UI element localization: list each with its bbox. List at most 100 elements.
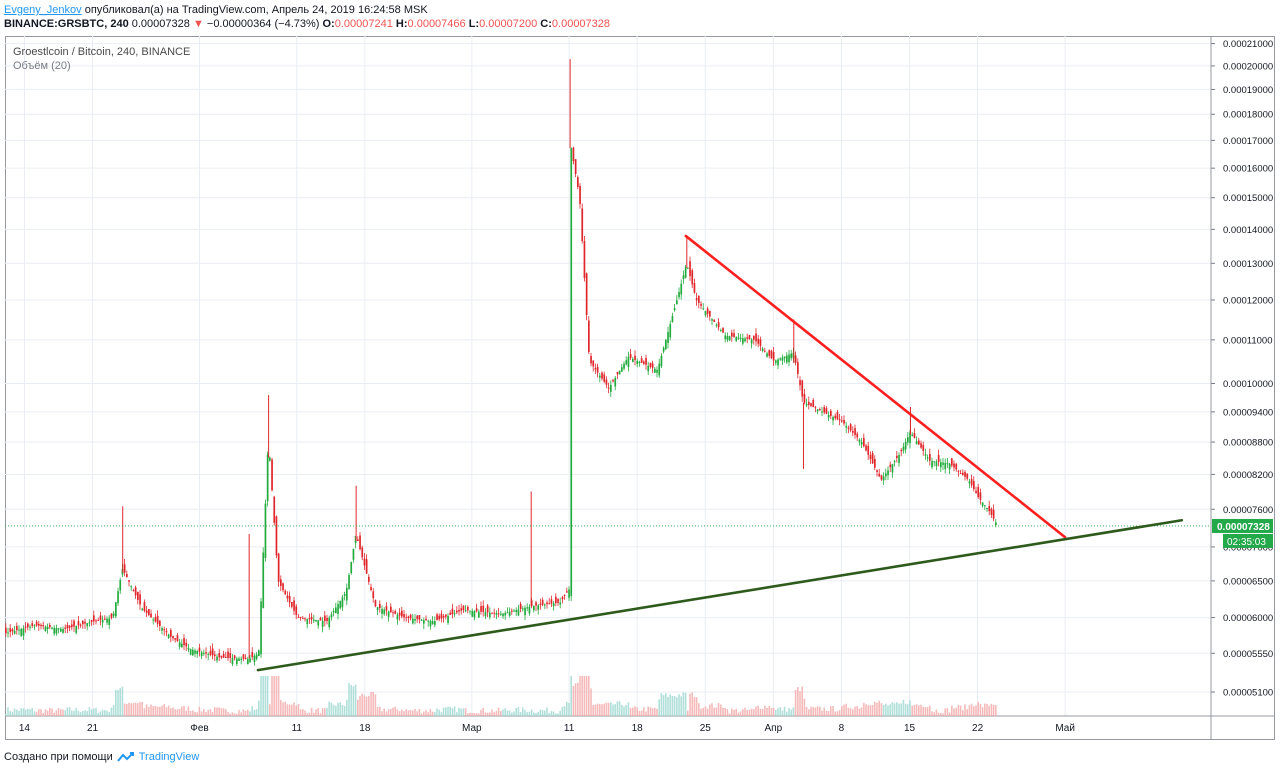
volume-bar — [709, 704, 711, 716]
candle-body — [86, 623, 89, 627]
volume-bar — [134, 702, 137, 716]
candle-body — [282, 583, 284, 591]
candle-body — [44, 626, 47, 632]
candle-body — [843, 419, 845, 424]
candle-body — [416, 615, 419, 620]
candle-body — [456, 610, 458, 613]
candle-body — [447, 615, 449, 623]
volume-bar — [324, 708, 326, 716]
volume-bar — [71, 710, 73, 716]
candle-body — [82, 621, 84, 625]
volume-bar — [959, 705, 962, 716]
candle-body — [266, 454, 269, 502]
support-trendline[interactable] — [256, 518, 1184, 672]
candle-body — [42, 625, 45, 627]
volume-bar — [867, 705, 869, 716]
volume-bar — [62, 709, 64, 716]
volume-bar — [196, 712, 198, 716]
candle-body — [222, 653, 225, 658]
volume-bar — [185, 710, 187, 716]
volume-bar — [863, 702, 865, 716]
candle-body — [442, 616, 445, 618]
resistance-trendline[interactable] — [684, 234, 1067, 539]
volume-bar — [913, 704, 916, 716]
volume-bar — [321, 708, 324, 716]
candle-body — [247, 659, 249, 665]
volume-bar — [847, 707, 850, 716]
symbol-name: BINANCE:GRSBTC, 240 — [4, 18, 129, 30]
candle-body — [849, 424, 852, 431]
author-link[interactable]: Evgeny_Jenkov — [4, 4, 82, 16]
price-chart[interactable]: 0.00021000 0.00020000 0.00019000 0.00018000… — [5, 36, 1275, 740]
candle-body — [612, 379, 614, 382]
volume-bar — [95, 707, 97, 716]
candle-body — [299, 616, 302, 618]
time-axis-label: 8 — [839, 723, 845, 734]
candle-body — [885, 473, 887, 477]
candle-body — [332, 610, 335, 613]
volume-bar — [781, 710, 784, 716]
volume-bar — [181, 706, 183, 716]
volume-bar — [720, 704, 722, 716]
volume-bar — [885, 703, 887, 716]
candle-body — [907, 437, 909, 443]
candle-body — [979, 492, 982, 500]
candle-body — [579, 185, 581, 205]
volume-bar — [383, 708, 385, 716]
candle-body — [977, 487, 980, 498]
candle-body — [660, 355, 663, 367]
price-axis-label: 0.00018000 — [1223, 110, 1273, 121]
volume-bar — [695, 697, 698, 716]
time-axis-label: 18 — [632, 723, 644, 734]
time-axis-label: Мар — [462, 723, 482, 734]
volume-bar — [995, 705, 997, 716]
volume-bar — [792, 707, 795, 716]
candle-body — [759, 339, 762, 347]
volume-bar — [852, 709, 854, 716]
volume-bar — [82, 711, 84, 716]
candle-body — [401, 610, 403, 617]
volume-bar — [566, 701, 568, 716]
candle-body — [207, 654, 210, 656]
volume-bar — [187, 706, 190, 716]
candle-body — [196, 651, 199, 654]
candle-body — [18, 629, 20, 631]
volume-bar — [940, 713, 942, 716]
candle-body — [966, 473, 969, 479]
volume-bar — [702, 707, 704, 716]
candle-body — [634, 355, 636, 360]
volume-bar — [671, 695, 674, 716]
candle-body — [174, 638, 177, 640]
volume-bar — [557, 713, 559, 716]
candle-body — [258, 650, 260, 657]
volume-bar — [178, 708, 181, 716]
volume-bar — [489, 712, 491, 716]
volume-bar — [319, 713, 322, 716]
footer-brand[interactable]: TradingView — [138, 751, 200, 763]
volume-bar — [11, 711, 14, 716]
volume-bar — [123, 703, 126, 716]
candle-body — [786, 355, 788, 363]
volume-bar — [486, 712, 489, 716]
volume-bar — [889, 704, 891, 716]
candle-body — [40, 624, 42, 627]
volume-bar — [33, 711, 36, 716]
candle-body — [946, 463, 949, 465]
candle-body — [568, 589, 570, 598]
close-value: 0.00007328 — [551, 18, 611, 30]
volume-bar — [876, 702, 878, 716]
candle-body — [616, 372, 619, 375]
volume-bar — [970, 703, 973, 716]
volume-bar — [942, 713, 944, 716]
price-axis-label: 0.00008800 — [1223, 438, 1273, 449]
candle-body — [913, 433, 916, 438]
candle-body — [689, 261, 691, 277]
volume-bar — [550, 710, 553, 716]
volume-bar — [979, 703, 982, 716]
candle-body — [519, 603, 522, 609]
volume-bar — [117, 690, 119, 716]
volume-bar — [266, 676, 269, 716]
candle-body — [757, 338, 760, 344]
candle-body — [95, 620, 97, 622]
volume-bar — [511, 712, 513, 716]
